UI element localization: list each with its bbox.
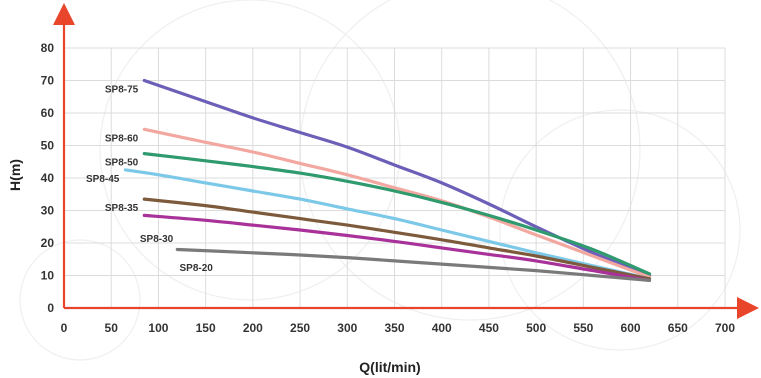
x-tick-label: 600 [621, 321, 641, 335]
axes [53, 3, 759, 319]
x-tick-label: 50 [105, 321, 119, 335]
background-decoration [19, 0, 741, 361]
x-tick-label: 250 [290, 321, 310, 335]
series-line-sp8-20 [175, 247, 652, 282]
series-line-sp8-50 [142, 152, 652, 276]
x-tick-label: 700 [715, 321, 735, 335]
y-axis-title: H(m) [7, 159, 23, 191]
series-line-sp8-60 [142, 127, 652, 279]
x-axis-title: Q(lit/min) [359, 359, 420, 375]
decor-arc [19, 239, 141, 361]
y-tick-label: 80 [41, 41, 55, 55]
series-label-sp8-75: SP8-75 [105, 85, 139, 96]
x-tick-label: 300 [337, 321, 357, 335]
y-tick-label: 0 [47, 301, 54, 315]
x-tick-label: 550 [573, 321, 593, 335]
y-tick-label: 60 [41, 106, 55, 120]
series-line-sp8-45 [123, 168, 652, 281]
series-layer [123, 78, 652, 282]
decor-arc [99, 0, 401, 301]
y-tick-label: 10 [41, 269, 55, 283]
y-tick-label: 30 [41, 204, 55, 218]
series-label-sp8-45: SP8-45 [86, 174, 120, 185]
series-label-sp8-50: SP8-50 [105, 158, 139, 169]
x-tick-label: 200 [243, 321, 263, 335]
series-label-sp8-35: SP8-35 [105, 203, 139, 214]
x-tick-label: 450 [479, 321, 499, 335]
x-tick-label: 650 [668, 321, 688, 335]
x-tick-label: 100 [148, 321, 168, 335]
tick-labels: 0 50 100 150 200 250 300 350 400 450 500 550 600 650 7… [41, 41, 736, 335]
y-tick-label: 70 [41, 74, 55, 88]
y-tick-label: 20 [41, 236, 55, 250]
y-tick-label: 40 [41, 171, 55, 185]
x-tick-label: 400 [432, 321, 452, 335]
series-label-sp8-30: SP8-30 [140, 234, 174, 245]
series-labels: SP8-75 SP8-60 SP8-50 SP8-45 SP8-35 SP8-30 SP8-… [86, 85, 213, 275]
series-line-sp8-35 [142, 197, 652, 281]
x-tick-label: 150 [196, 321, 216, 335]
y-tick-label: 50 [41, 139, 55, 153]
x-tick-label: 350 [384, 321, 404, 335]
x-tick-label: 0 [61, 321, 68, 335]
series-label-sp8-60: SP8-60 [105, 133, 139, 144]
x-tick-label: 500 [526, 321, 546, 335]
series-line-sp8-30 [142, 213, 652, 282]
series-label-sp8-20: SP8-20 [180, 263, 214, 274]
decor-arc [499, 109, 741, 351]
